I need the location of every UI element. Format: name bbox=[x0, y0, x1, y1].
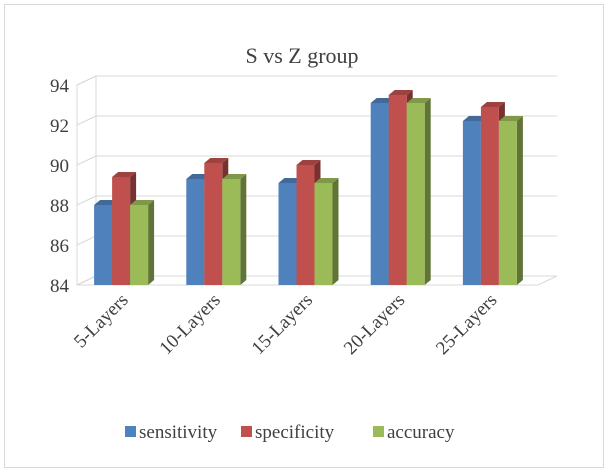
bar-top bbox=[480, 102, 505, 107]
legend: sensitivity specificity accuracy bbox=[125, 422, 455, 443]
x-tick-label: 10-Layers bbox=[156, 290, 225, 359]
bar-accuracy-10-Layers bbox=[222, 174, 247, 285]
bar-accuracy-5-Layers bbox=[130, 200, 155, 285]
y-tick-label: 86 bbox=[50, 236, 69, 257]
legend-item-sensitivity: sensitivity bbox=[125, 422, 218, 443]
x-tick-label: 5-Layers bbox=[70, 290, 133, 353]
bar-front bbox=[278, 183, 297, 285]
x-tick-label: 20-Layers bbox=[340, 290, 409, 359]
bar-side bbox=[148, 200, 155, 285]
bar-front bbox=[370, 103, 389, 285]
bar-side bbox=[424, 98, 431, 285]
y-tick-label: 94 bbox=[50, 76, 70, 97]
bar-top bbox=[130, 200, 155, 205]
y-tick-label: 92 bbox=[50, 116, 69, 137]
bar-top bbox=[388, 90, 413, 95]
gridline-side bbox=[76, 235, 97, 246]
bar-front bbox=[204, 163, 223, 285]
y-tick-label: 88 bbox=[50, 196, 69, 217]
x-tick-label: 15-Layers bbox=[248, 290, 317, 359]
legend-item-accuracy: accuracy bbox=[373, 422, 455, 443]
bar-top bbox=[406, 98, 431, 103]
bar-top bbox=[112, 172, 137, 177]
bar-front bbox=[406, 103, 425, 285]
legend-swatch bbox=[373, 426, 384, 437]
bar-accuracy-25-Layers bbox=[498, 116, 523, 285]
gridline-side bbox=[76, 155, 97, 166]
bar-top bbox=[204, 158, 229, 163]
y-tick-label: 90 bbox=[50, 156, 69, 177]
side-wall bbox=[76, 75, 97, 286]
bar-front bbox=[296, 165, 315, 285]
x-tick-label: 25-Layers bbox=[432, 290, 501, 359]
legend-item-specificity: specificity bbox=[241, 422, 335, 443]
legend-label: sensitivity bbox=[139, 422, 218, 443]
bar-side bbox=[516, 116, 523, 285]
y-axis-ticks: 84 86 88 90 92 94 bbox=[50, 76, 70, 297]
bar-front bbox=[480, 107, 499, 285]
bar-side bbox=[240, 174, 247, 285]
gridline-side bbox=[76, 195, 97, 206]
legend-label: specificity bbox=[255, 422, 335, 443]
gridline-side bbox=[76, 115, 97, 126]
bar-front bbox=[222, 179, 241, 285]
bars bbox=[94, 90, 523, 285]
chart-title: S vs Z group bbox=[245, 43, 358, 68]
gridline-side bbox=[76, 75, 97, 86]
bar-top bbox=[498, 116, 523, 121]
legend-label: accuracy bbox=[387, 422, 455, 443]
bar-top bbox=[314, 178, 339, 183]
bar-front bbox=[462, 121, 481, 285]
bar-front bbox=[388, 95, 407, 285]
chart-frame: S vs Z group 84 86 88 90 92 94 5-Layers 10-Lay… bbox=[4, 4, 604, 468]
bar-front bbox=[186, 179, 205, 285]
gridline-side bbox=[76, 275, 97, 286]
bar-accuracy-20-Layers bbox=[406, 98, 431, 285]
y-tick-label: 84 bbox=[50, 276, 70, 297]
bar-front bbox=[112, 177, 131, 285]
bar-front bbox=[130, 205, 149, 285]
x-axis-ticks: 5-Layers 10-Layers 15-Layers 20-Layers 25-La… bbox=[70, 290, 501, 359]
bar-front bbox=[498, 121, 517, 285]
bar-front bbox=[314, 183, 333, 285]
bar-top bbox=[222, 174, 247, 179]
chart-canvas: S vs Z group 84 86 88 90 92 94 5-Layers 10-Lay… bbox=[50, 43, 558, 443]
bar-front bbox=[94, 205, 113, 285]
bar-top bbox=[296, 160, 321, 165]
legend-swatch bbox=[241, 426, 252, 437]
legend-swatch bbox=[125, 426, 136, 437]
bar-accuracy-15-Layers bbox=[314, 178, 339, 285]
bar-side bbox=[332, 178, 339, 285]
